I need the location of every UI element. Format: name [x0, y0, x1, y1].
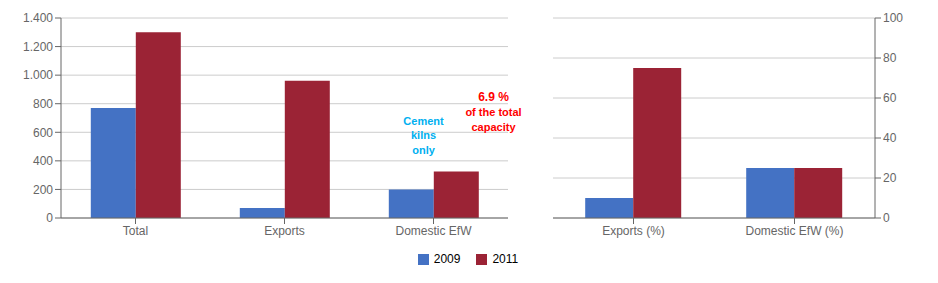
svg-text:of the totalcapacity: of the totalcapacity [465, 106, 521, 132]
html-text:2011: 2011 [492, 252, 519, 266]
svg-text:20: 20 [883, 171, 897, 185]
svg-text:100: 100 [883, 11, 903, 25]
svg-text:1.400: 1.400 [23, 11, 53, 25]
svg-text:0: 0 [46, 211, 53, 225]
svg-text:Exports: Exports [264, 224, 305, 238]
svg-text:400: 400 [33, 154, 53, 168]
svg-text:Total: Total [123, 224, 148, 238]
svg-text:Domestic EfW: Domestic EfW [395, 224, 472, 238]
svg-text:800: 800 [33, 97, 53, 111]
svg-text:600: 600 [33, 126, 53, 140]
svg-text:0: 0 [883, 211, 890, 225]
svg-text:6.9 %: 6.9 % [478, 90, 509, 104]
svg-text:1.200: 1.200 [23, 40, 53, 54]
html-text:2009: 2009 [433, 252, 461, 266]
svg-text:1.000: 1.000 [23, 68, 53, 82]
svg-text:200: 200 [33, 183, 53, 197]
svg-text:80: 80 [883, 51, 897, 65]
svg-text:40: 40 [883, 131, 897, 145]
svg-text:60: 60 [883, 91, 897, 105]
svg-text:Domestic EfW (%): Domestic EfW (%) [745, 224, 843, 238]
svg-text:Exports (%): Exports (%) [602, 224, 665, 238]
svg-text:Cementkilnsonly: Cementkilnsonly [403, 115, 444, 156]
